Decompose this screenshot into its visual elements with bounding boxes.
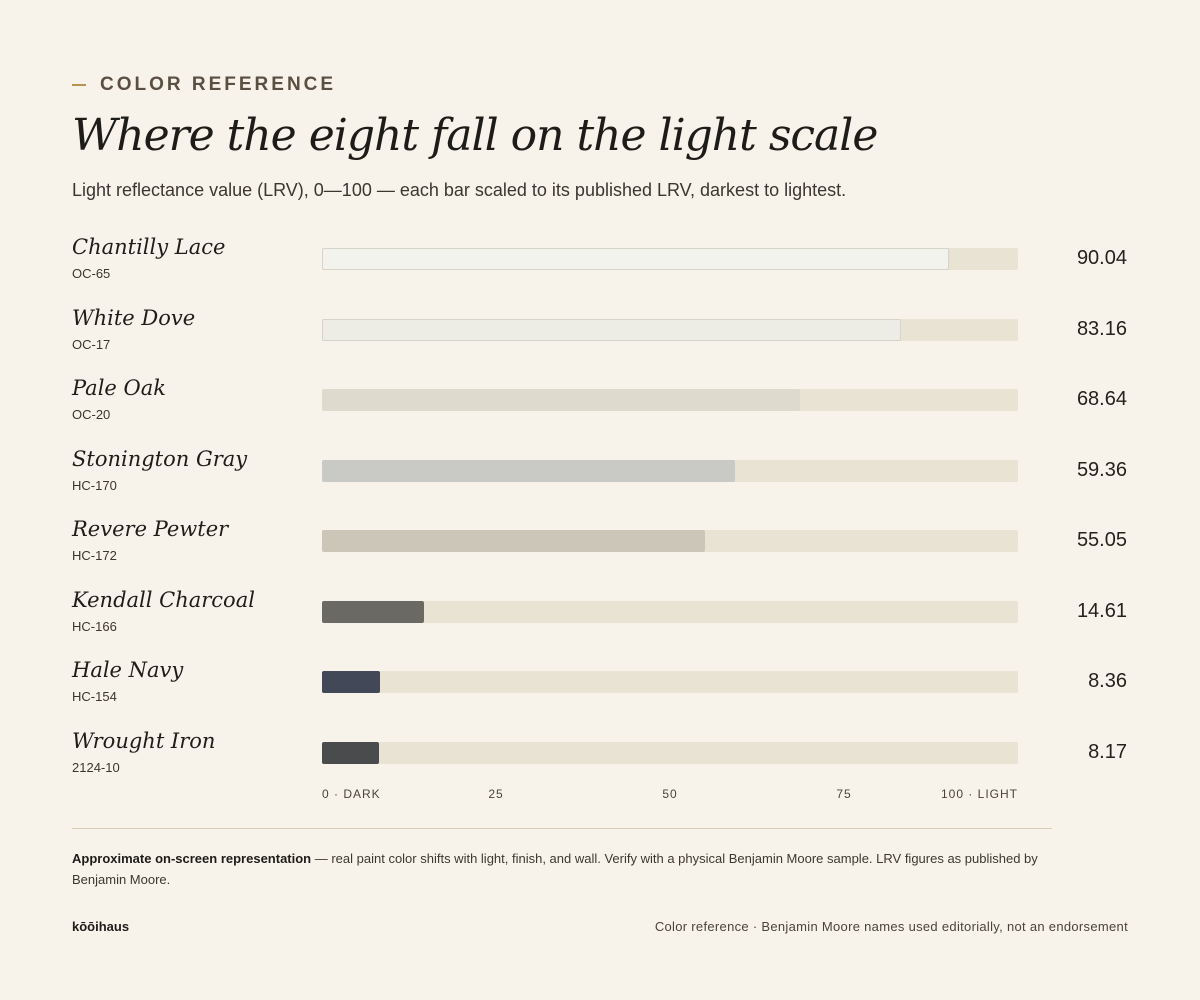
brand-logo: kōōihaus bbox=[72, 919, 130, 934]
color-code: HC-170 bbox=[72, 477, 117, 493]
axis-tick-label: 50 bbox=[662, 787, 678, 801]
lrv-value-label: 83.16 bbox=[1076, 317, 1127, 340]
eyebrow: COLOR REFERENCE bbox=[72, 74, 336, 96]
color-code: HC-166 bbox=[72, 618, 117, 634]
eyebrow-label: COLOR REFERENCE bbox=[100, 74, 337, 95]
bar-track bbox=[322, 671, 1018, 693]
bar-lrv bbox=[322, 389, 800, 411]
color-code: HC-154 bbox=[72, 689, 117, 704]
page-subtitle: Light reflectance value (LRV), 0—100 — e… bbox=[72, 180, 847, 200]
disclaimer-note: Approximate on-screen representation — r… bbox=[72, 848, 1052, 890]
eyebrow-dash bbox=[72, 84, 86, 86]
axis-tick-label: 100 · LIGHT bbox=[940, 787, 1018, 801]
divider bbox=[72, 828, 1052, 829]
color-code: OC-65 bbox=[72, 266, 111, 281]
bar-lrv bbox=[322, 741, 379, 764]
lrv-value-label: 14.61 bbox=[1076, 599, 1127, 622]
color-code: HC-172 bbox=[72, 548, 117, 563]
footer-credit: Color reference · Benjamin Moore names u… bbox=[654, 919, 1128, 934]
color-code: OC-20 bbox=[72, 407, 111, 422]
bar-lrv bbox=[322, 459, 736, 482]
bar-lrv bbox=[322, 600, 424, 623]
color-name: Stonington Gray bbox=[72, 446, 248, 471]
axis-tick-label: 75 bbox=[836, 787, 852, 801]
bar-track bbox=[322, 600, 1018, 623]
color-code: 2124-10 bbox=[72, 759, 120, 775]
lrv-value-label: 55.05 bbox=[1076, 529, 1127, 551]
bar-lrv bbox=[322, 671, 381, 693]
color-name: Wrought Iron bbox=[72, 728, 216, 753]
color-name: Kendall Charcoal bbox=[72, 587, 255, 612]
color-name: Chantilly Lace bbox=[72, 235, 226, 259]
bar-lrv bbox=[322, 530, 706, 552]
color-name: White Dove bbox=[72, 305, 196, 330]
bar-lrv bbox=[322, 318, 901, 341]
axis-tick-label: 0 · DARK bbox=[322, 787, 381, 801]
lrv-value-label: 68.64 bbox=[1076, 388, 1127, 410]
disclaimer-bold: Approximate on-screen representation bbox=[72, 851, 312, 866]
axis-tick-label: 25 bbox=[488, 787, 504, 801]
color-code: OC-17 bbox=[72, 336, 111, 352]
lrv-value-label: 8.36 bbox=[1088, 670, 1127, 692]
lrv-value-label: 8.17 bbox=[1088, 740, 1127, 763]
disclaimer-text: — real paint color shifts with light, fi… bbox=[72, 851, 1038, 887]
page-title: Where the eight fall on the light scale bbox=[72, 110, 878, 161]
color-name: Hale Navy bbox=[72, 658, 184, 682]
color-name: Revere Pewter bbox=[72, 517, 229, 541]
bar-track bbox=[322, 741, 1018, 764]
lrv-value-label: 90.04 bbox=[1076, 247, 1127, 269]
color-name: Pale Oak bbox=[72, 376, 166, 400]
bar-lrv bbox=[322, 248, 949, 270]
lrv-value-label: 59.36 bbox=[1076, 458, 1127, 481]
